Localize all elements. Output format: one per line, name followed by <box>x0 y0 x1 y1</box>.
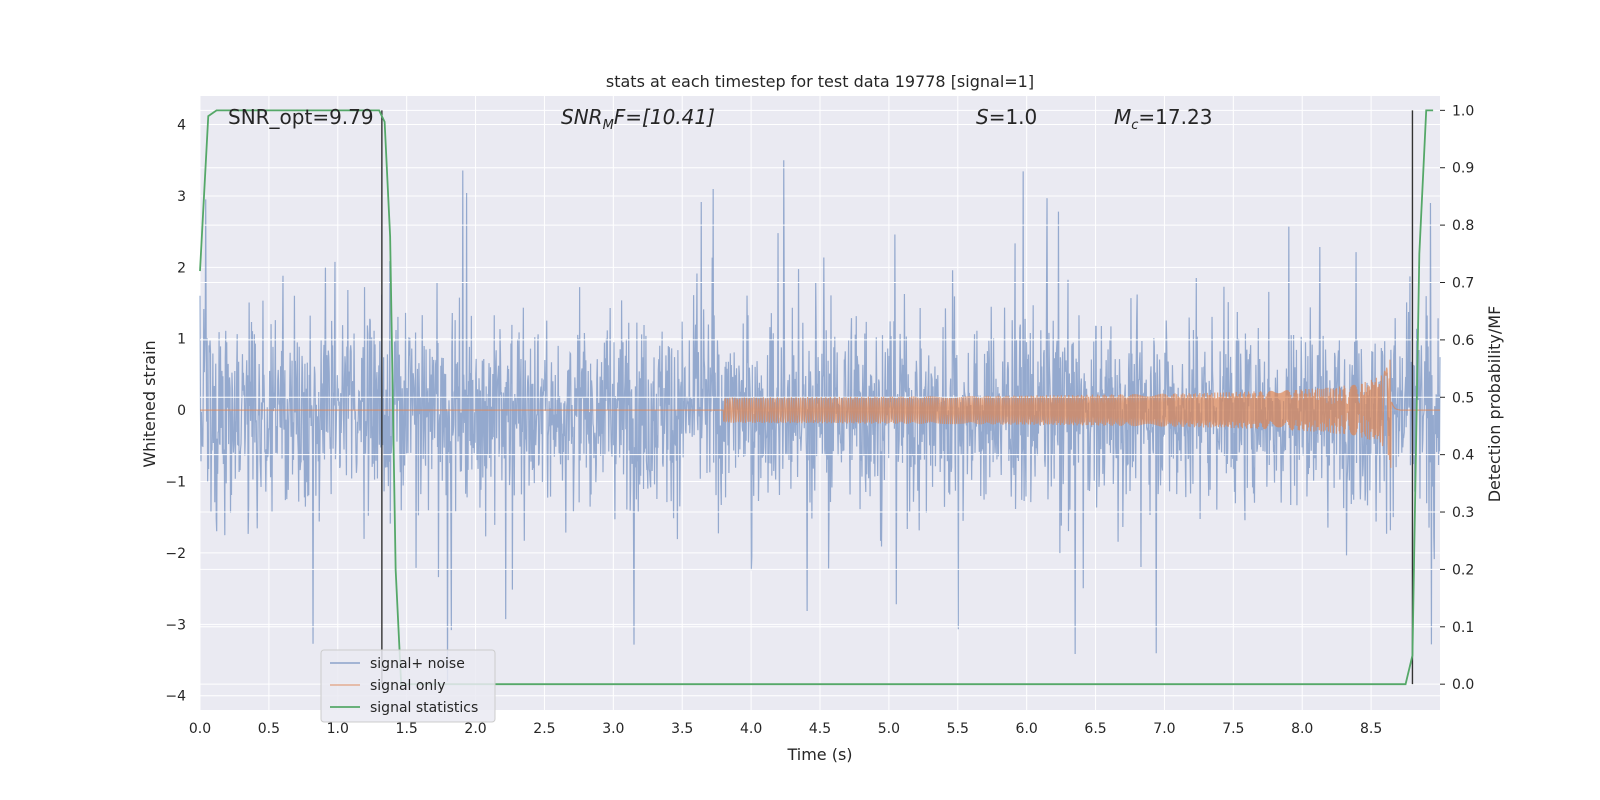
y-tick-label: −3 <box>165 617 186 633</box>
y-axis-label: Whitened strain <box>140 340 159 467</box>
y2-axis-ticks: 1.0 0.9 0.8 0.7 0.6 0.5 0.4 0.3 0.2 0.1 0.0 <box>1440 103 1474 693</box>
y-tick-label: −4 <box>165 689 186 705</box>
series-signal-only <box>200 359 1440 468</box>
y2-tick-label: 0.7 <box>1452 275 1474 291</box>
x-tick-label: 0.5 <box>258 721 280 737</box>
series-signal-plus-noise <box>199 160 1441 682</box>
x-tick-label: 1.5 <box>396 721 418 737</box>
x-tick-label: 2.0 <box>464 721 486 737</box>
annotation-snr-mf-subscript: M <box>603 118 614 133</box>
x-axis-label: Time (s) <box>786 745 852 764</box>
y-tick-label: 1 <box>177 332 186 348</box>
y2-tick-label: 0.8 <box>1452 218 1474 234</box>
signal-statistics-line <box>199 109 1434 686</box>
x-tick-label: 7.0 <box>1153 721 1175 737</box>
y-tick-label: −1 <box>165 475 186 491</box>
legend-label-stats: signal statistics <box>370 700 478 716</box>
vertical-markers <box>381 110 1414 685</box>
x-tick-label: 3.5 <box>671 721 693 737</box>
y-tick-label: 2 <box>177 260 186 276</box>
annotation-mc-subscript: c <box>1131 118 1138 133</box>
x-tick-label: 5.5 <box>947 721 969 737</box>
x-tick-label: 5.0 <box>878 721 900 737</box>
legend-label-signal: signal only <box>370 678 445 694</box>
x-tick-label: 3.0 <box>602 721 624 737</box>
annotation-mc-value: =17.23 <box>1138 105 1212 129</box>
y-axis-ticks: 4 3 2 1 0 −1 −2 −3 −4 <box>165 118 186 705</box>
y2-tick-label: 0.1 <box>1452 620 1474 636</box>
annotation-mc-symbol: M <box>1114 105 1131 129</box>
signal-only-line <box>200 359 1440 468</box>
annotation-snr-mf-symbol: SNR <box>561 105 603 129</box>
y2-tick-label: 0.3 <box>1452 505 1474 521</box>
y2-tick-label: 0.5 <box>1452 390 1474 406</box>
x-tick-label: 2.5 <box>533 721 555 737</box>
y2-axis-label: Detection probability/MF <box>1485 306 1504 503</box>
y2-tick-label: 0.0 <box>1452 677 1474 693</box>
x-tick-label: 8.5 <box>1360 721 1382 737</box>
y2-tick-label: 0.2 <box>1452 562 1474 578</box>
noise-line <box>199 160 1441 682</box>
y2-tick-label: 0.6 <box>1452 333 1474 349</box>
legend-box <box>320 649 496 723</box>
x-tick-label: 4.5 <box>809 721 831 737</box>
y-tick-label: −2 <box>165 546 186 562</box>
x-tick-label: 0.0 <box>189 721 211 737</box>
y-tick-label: 0 <box>177 403 186 419</box>
annotation-snr-opt: SNR_opt=9.79 <box>228 105 374 129</box>
legend-label-noise: signal+ noise <box>370 656 465 672</box>
y-tick-label: 4 <box>177 118 186 134</box>
y-tick-label: 3 <box>177 189 186 205</box>
annotation-snr-mf: SNRMF=[10.41] <box>561 105 715 133</box>
annotation-s-symbol: S <box>976 105 989 129</box>
series-signal-statistics <box>199 109 1434 686</box>
x-axis-ticks: 0.0 0.5 1.0 1.5 2.0 2.5 3.0 3.5 4.0 4.5 5.0 5.5 6.0 6… <box>189 721 1382 737</box>
chart-title: stats at each timestep for test data 197… <box>606 72 1034 91</box>
x-tick-label: 6.0 <box>1016 721 1038 737</box>
annotation-mc: Mc=17.23 <box>1114 105 1212 133</box>
x-tick-label: 1.0 <box>327 721 349 737</box>
legend: signal+ noise signal only signal statist… <box>320 649 496 723</box>
y2-tick-label: 0.4 <box>1452 448 1474 464</box>
annotation-snr-mf-value: F=[10.41] <box>614 105 715 129</box>
x-tick-label: 8.0 <box>1291 721 1313 737</box>
x-tick-label: 7.5 <box>1222 721 1244 737</box>
y2-tick-label: 0.9 <box>1452 161 1474 177</box>
x-tick-label: 6.5 <box>1084 721 1106 737</box>
y2-tick-label: 1.0 <box>1452 103 1474 119</box>
x-tick-label: 4.0 <box>740 721 762 737</box>
annotation-s: S=1.0 <box>976 105 1037 129</box>
annotation-s-value: =1.0 <box>989 105 1038 129</box>
